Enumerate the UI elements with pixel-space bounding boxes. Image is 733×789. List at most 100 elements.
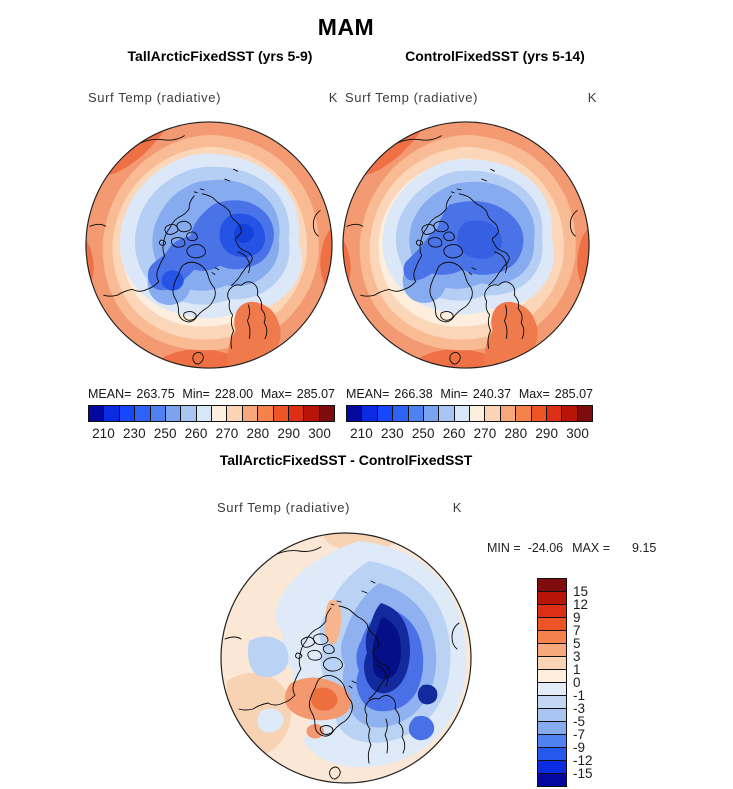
field-label-diff: Surf Temp (radiative) <box>217 500 351 515</box>
colorbar-cell <box>288 406 305 421</box>
colorbar-cell <box>196 406 212 421</box>
colorbar-tick-label: 290 <box>277 426 300 441</box>
panel-title-right: ControlFixedSST (yrs 5-14) <box>405 48 585 64</box>
colorbar-cell <box>538 644 566 657</box>
colorbar-tick-label: 1 <box>573 661 581 677</box>
units-label-right: K <box>587 90 597 105</box>
colorbar-cell <box>562 406 578 421</box>
colorbar-tick-label: -9 <box>573 739 586 755</box>
colorbar-cell <box>577 406 592 421</box>
colorbar-tick-label: 290 <box>535 426 558 441</box>
colorbar-cell <box>538 722 566 735</box>
colorbar-cell <box>538 735 566 748</box>
colorbar-cell <box>165 406 182 421</box>
colorbar-tick-label: 300 <box>566 426 589 441</box>
colorbar-cell <box>538 657 566 670</box>
map-tall-arctic <box>85 121 333 369</box>
colorbar-tick-label: -12 <box>573 752 593 768</box>
figure-season-title: MAM <box>317 14 375 40</box>
min-label-left: Min= <box>182 387 210 401</box>
colorbar-cell <box>304 406 320 421</box>
stats-left: MEAN= 263.75 Min= 228.00 Max= 285.07 <box>88 387 335 401</box>
diff-minmax: MIN = -24.06 MAX = 9.15 <box>487 541 656 555</box>
colorbar-cell <box>242 406 259 421</box>
colorbar-tick-label: 15 <box>573 583 589 599</box>
colorbar-cell <box>439 406 455 421</box>
colorbar-tick-label: 270 <box>473 426 497 441</box>
map-control <box>342 121 590 369</box>
colorbar-cell <box>531 406 547 421</box>
mean-value-left: 263.75 <box>136 387 175 401</box>
colorbar-cell <box>258 406 274 421</box>
colorbar-tick-label: 280 <box>246 426 270 441</box>
mean-label-right: MEAN= <box>346 387 390 401</box>
panel-title-diff: TallArcticFixedSST - ControlFixedSST <box>219 452 473 468</box>
min-value-right: 240.37 <box>472 387 512 401</box>
temp-colorbar-left-ticks: 210 230 250 260 270 280 290 300 <box>88 426 335 442</box>
colorbar-cell <box>538 774 566 786</box>
colorbar-cell <box>538 696 566 709</box>
colorbar-cell <box>377 406 394 421</box>
map-difference <box>220 532 472 784</box>
colorbar-tick-label: 270 <box>215 426 239 441</box>
colorbar-cell <box>150 406 166 421</box>
colorbar-tick-label: 300 <box>308 426 331 441</box>
temp-colorbar-right-ticks: 210 230 250 260 270 280 290 300 <box>346 426 593 442</box>
colorbar-cell <box>227 406 243 421</box>
colorbar-tick-label: 230 <box>123 426 146 441</box>
colorbar-cell <box>538 748 566 761</box>
colorbar-cell <box>485 406 501 421</box>
stats-right: MEAN= 266.38 Min= 240.37 Max= 285.07 <box>346 387 593 401</box>
colorbar-cell <box>538 761 566 774</box>
temp-colorbar-left-cells <box>88 405 335 422</box>
field-label-right: Surf Temp (radiative) <box>345 90 479 105</box>
field-row-diff: Surf Temp (radiative) K <box>217 500 462 515</box>
panel-title-left: TallArcticFixedSST (yrs 5-9) <box>127 48 313 64</box>
colorbar-tick-label: 9 <box>573 609 581 625</box>
colorbar-tick-label: 250 <box>153 426 177 441</box>
colorbar-cell <box>500 406 517 421</box>
colorbar-cell <box>212 406 228 421</box>
colorbar-tick-label: 260 <box>442 426 466 441</box>
colorbar-tick-label: 7 <box>573 622 581 638</box>
colorbar-cell <box>104 406 120 421</box>
colorbar-cell <box>273 406 289 421</box>
colorbar-tick-label: -7 <box>573 726 586 742</box>
colorbar-cell <box>538 579 566 592</box>
colorbar-cell <box>135 406 151 421</box>
max-value-left: 285.07 <box>296 387 335 401</box>
temp-colorbar-left: 210 230 250 260 270 280 290 300 <box>88 405 335 442</box>
colorbar-cell <box>454 406 470 421</box>
max-label-right: Max= <box>518 387 550 401</box>
colorbar-cell <box>89 406 105 421</box>
diff-max-value: 9.15 <box>632 541 657 555</box>
colorbar-tick-label: 5 <box>573 635 581 651</box>
diff-max-label: MAX = <box>572 541 611 555</box>
colorbar-tick-label: 280 <box>504 426 528 441</box>
colorbar-cell <box>362 406 378 421</box>
field-row-right: Surf Temp (radiative) K <box>345 90 597 105</box>
diff-colorbar: 15 12 9 7 5 3 1 0 -1 -3 -5 -7 -9 -12 -15 <box>537 578 593 787</box>
colorbar-cell <box>393 406 409 421</box>
colorbar-cell <box>538 631 566 644</box>
colorbar-tick-label: 0 <box>573 674 581 690</box>
colorbar-tick-label: 12 <box>573 596 589 612</box>
colorbar-cell <box>423 406 440 421</box>
temp-colorbar-right: 210 230 250 260 270 280 290 300 <box>346 405 593 442</box>
colorbar-cell <box>319 406 334 421</box>
colorbar-tick-label: 210 <box>350 426 373 441</box>
diff-min-value: -24.06 <box>527 541 564 555</box>
colorbar-cell <box>546 406 563 421</box>
mean-value-right: 266.38 <box>394 387 433 401</box>
max-value-right: 285.07 <box>554 387 593 401</box>
colorbar-cell <box>538 709 566 722</box>
colorbar-cell <box>408 406 424 421</box>
colorbar-tick-label: -5 <box>573 713 586 729</box>
diff-min-label: MIN = <box>487 541 521 555</box>
colorbar-tick-label: -1 <box>573 687 586 703</box>
colorbar-cell <box>538 683 566 696</box>
colorbar-tick-label: 260 <box>184 426 208 441</box>
colorbar-cell <box>538 605 566 618</box>
colorbar-cell <box>347 406 363 421</box>
